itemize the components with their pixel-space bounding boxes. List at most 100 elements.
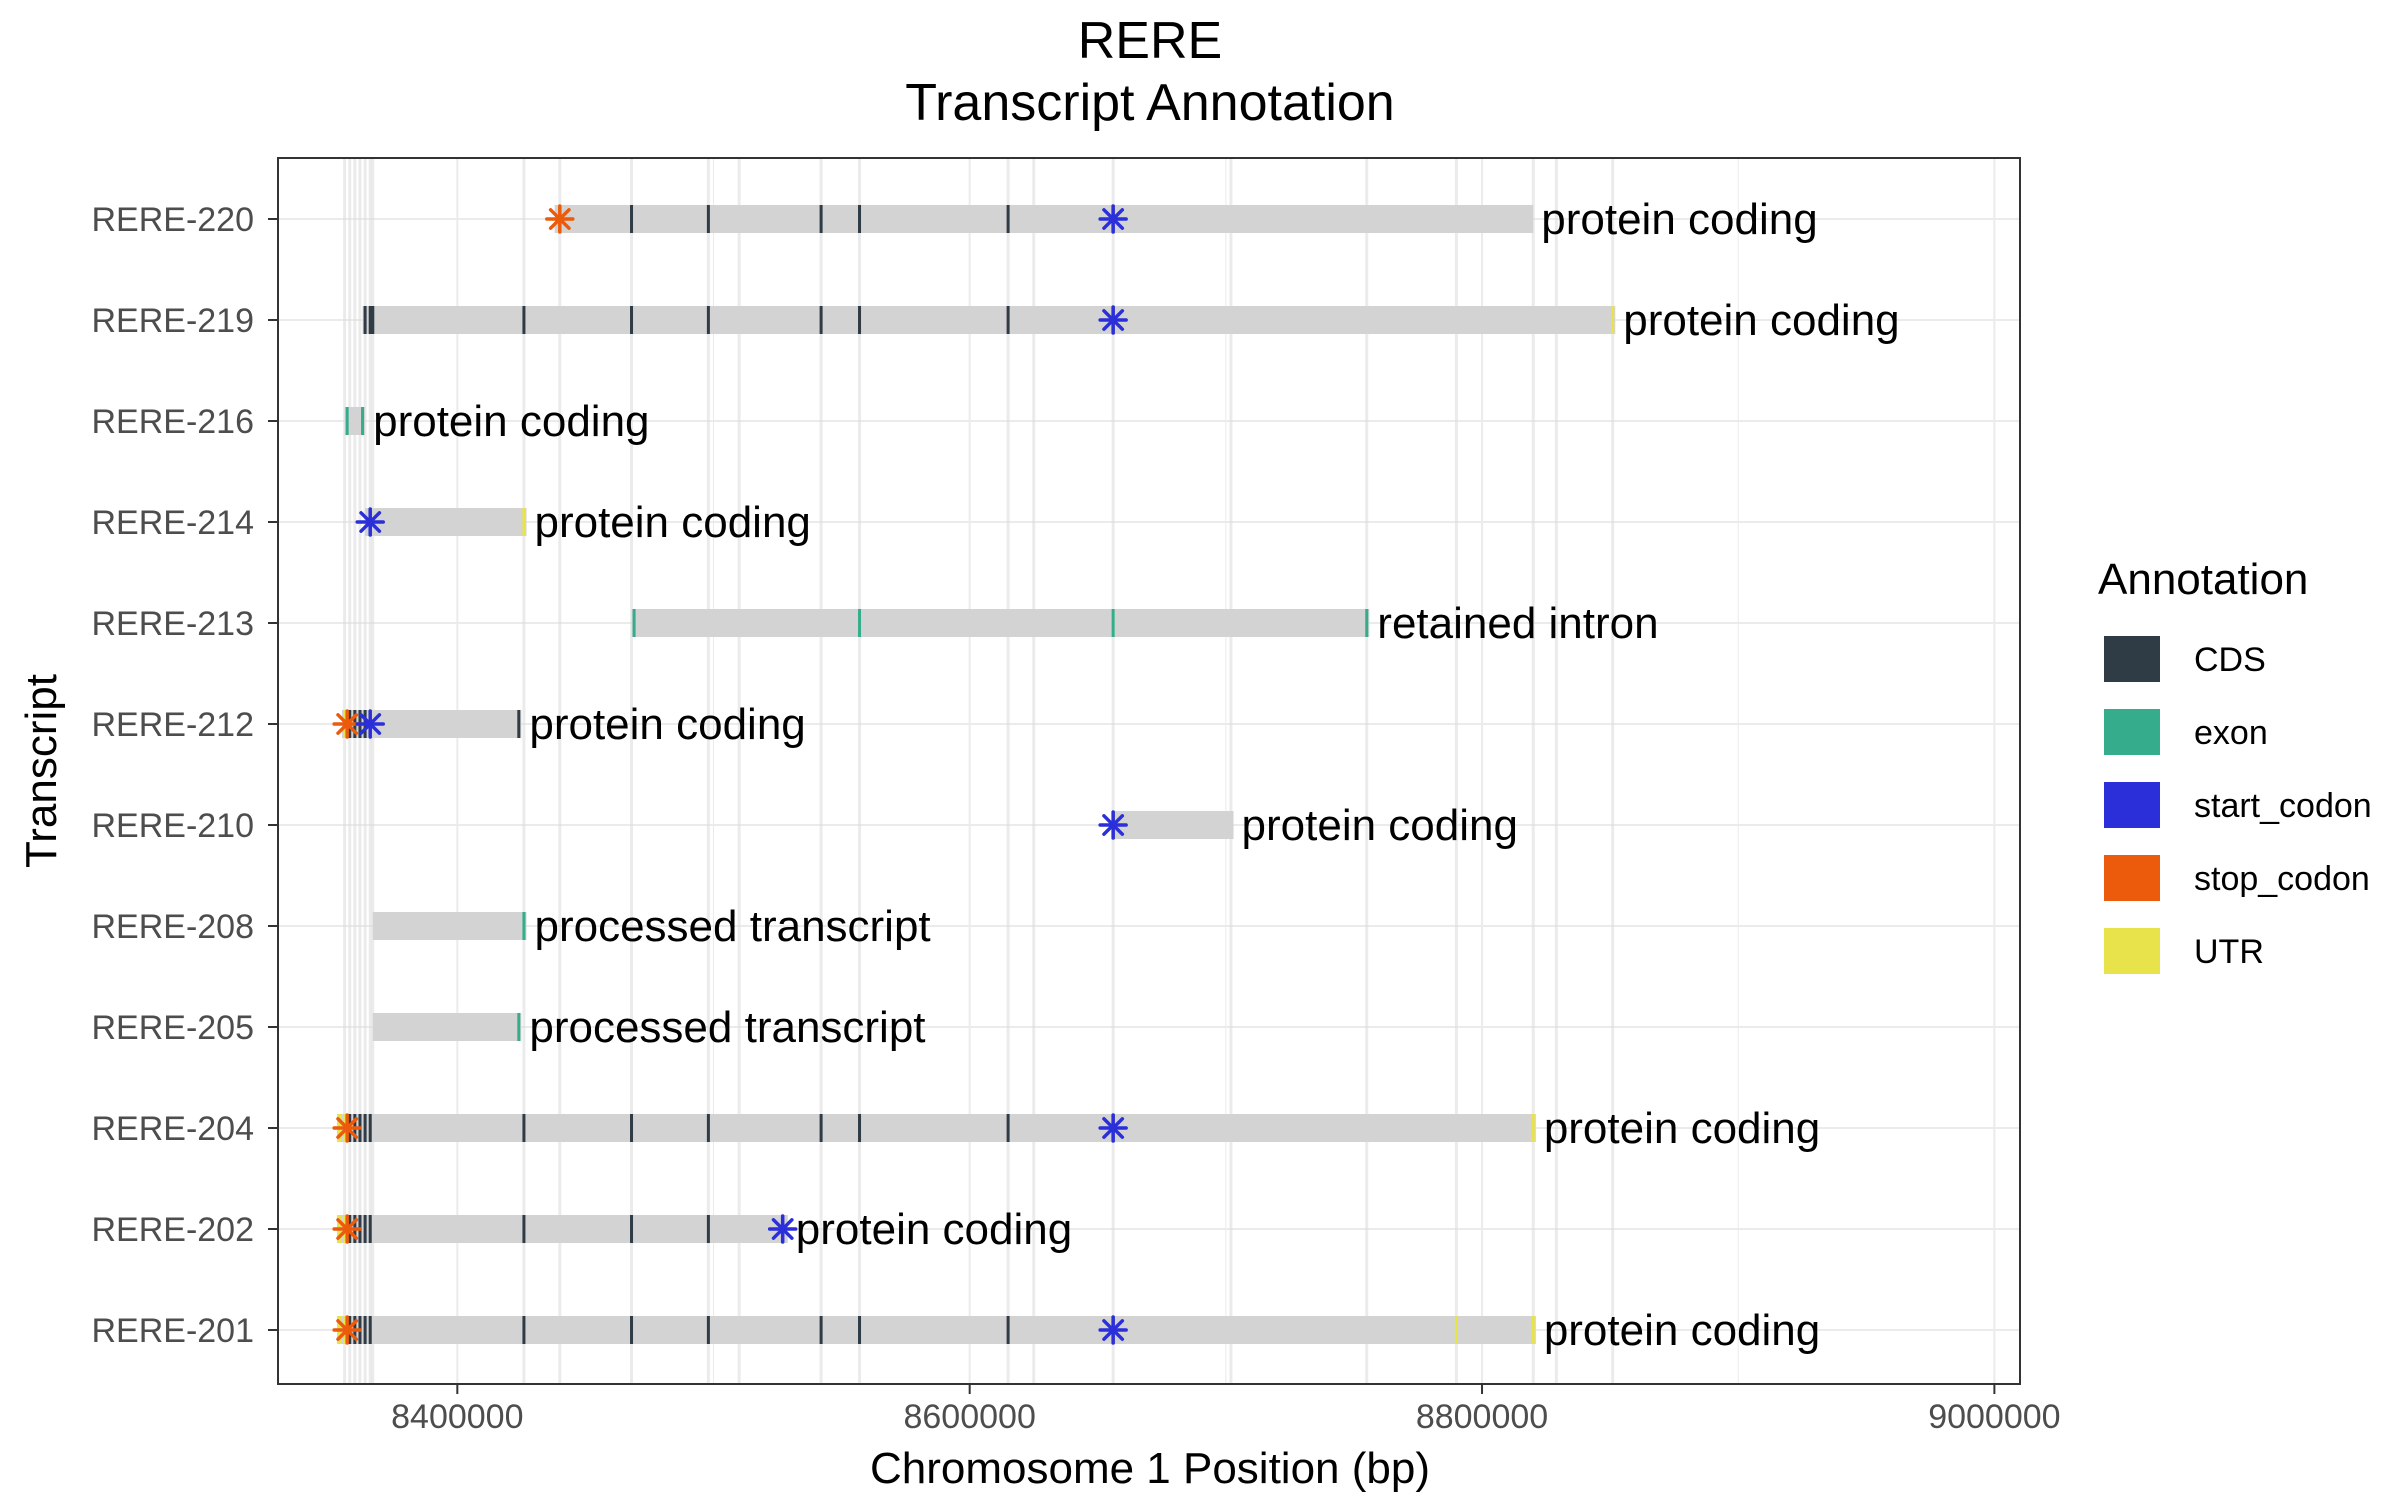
chart-title: RERE <box>1078 12 1222 70</box>
feature-exon-mark <box>1111 609 1115 637</box>
transcript-biotype-label: protein coding <box>1242 801 1518 850</box>
y-tick-label: RERE-208 <box>91 908 254 946</box>
feature-cds-mark <box>630 1316 634 1344</box>
feature-cds-mark <box>706 1114 710 1142</box>
stop-codon-marker-stroke <box>548 208 571 230</box>
feature-cds-mark <box>522 1215 526 1243</box>
feature-cds-mark <box>368 1114 372 1142</box>
x-tick-label: 8400000 <box>391 1398 523 1436</box>
plot-panel-border <box>277 157 2021 1385</box>
start-codon-marker <box>1098 810 1128 840</box>
transcript-bar <box>336 1215 788 1243</box>
feature-exon-mark <box>858 609 862 637</box>
y-tick-label: RERE-214 <box>91 504 254 542</box>
stop-codon-marker-stroke <box>336 1319 359 1341</box>
transcript-biotype-label: protein coding <box>1544 1104 1820 1153</box>
transcript-biotype-label: protein coding <box>796 1205 1072 1254</box>
transcript-rere-205: processed transcript <box>372 1003 926 1052</box>
feature-cds-mark <box>368 1316 372 1344</box>
start-codon-marker-stroke <box>771 1218 794 1240</box>
y-tick-label: RERE-202 <box>91 1211 254 1249</box>
feature-exon-mark <box>1365 609 1369 637</box>
feature-exon-mark <box>522 912 526 940</box>
feature-utr-mark <box>522 508 526 536</box>
y-tick-label: RERE-204 <box>91 1110 254 1148</box>
feature-cds-mark <box>363 1114 367 1142</box>
transcript-biotype-label: protein coding <box>1623 296 1899 345</box>
legend-swatch <box>2104 855 2160 901</box>
transcript-bar <box>344 407 366 435</box>
transcript-rere-204: protein coding <box>332 1104 1820 1153</box>
start-codon-marker-stroke <box>1102 814 1125 836</box>
stop-codon-marker <box>332 1315 362 1345</box>
feature-cds-mark <box>706 1316 710 1344</box>
start-codon-marker <box>355 709 385 739</box>
legend-swatch <box>2104 928 2160 974</box>
feature-cds-mark <box>630 1215 634 1243</box>
feature-exon-mark <box>345 407 349 435</box>
start-codon-marker <box>1098 1113 1128 1143</box>
start-codon-marker <box>767 1214 798 1244</box>
legend-item-exon: exon <box>2104 709 2268 755</box>
chart-subtitle: Transcript Annotation <box>905 74 1394 132</box>
transcript-bar <box>336 1316 1536 1344</box>
transcript-bar <box>1113 811 1234 839</box>
x-axis: 8400000 8600000 8800000 9000000 <box>391 1384 2061 1436</box>
feature-cds-mark <box>630 1114 634 1142</box>
legend-swatch <box>2104 709 2160 755</box>
feature-cds-mark <box>368 1215 372 1243</box>
y-tick-label: RERE-216 <box>91 403 254 441</box>
x-tick-label: 9000000 <box>1928 1398 2060 1436</box>
x-axis-title: Chromosome 1 Position (bp) <box>870 1444 1430 1493</box>
x-tick-label: 8800000 <box>1416 1398 1548 1436</box>
start-codon-marker <box>355 507 385 537</box>
feature-cds-mark <box>1006 205 1010 233</box>
transcript-biotype-label: protein coding <box>373 397 649 446</box>
start-codon-marker-stroke <box>1102 309 1125 331</box>
feature-cds-mark <box>363 306 367 334</box>
start-codon-marker <box>1098 305 1128 335</box>
start-codon-marker <box>1098 1315 1128 1345</box>
transcript-biotype-label: protein coding <box>1541 195 1817 244</box>
feature-cds-mark <box>630 306 634 334</box>
feature-cds-mark <box>522 1114 526 1142</box>
transcript-biotype-label: retained intron <box>1377 599 1658 648</box>
legend-item-cds: CDS <box>2104 636 2266 682</box>
feature-cds-mark <box>819 1114 823 1142</box>
start-codon-marker-stroke <box>1102 1319 1125 1341</box>
feature-cds-mark <box>858 1114 862 1142</box>
exon-guide-layer <box>343 158 1615 1384</box>
transcript-bar <box>372 1013 522 1041</box>
feature-cds-mark <box>1006 1114 1010 1142</box>
feature-cds-mark <box>363 1215 367 1243</box>
legend-swatch <box>2104 636 2160 682</box>
feature-utr-mark <box>1454 1316 1458 1344</box>
feature-cds-mark <box>522 306 526 334</box>
feature-utr-mark <box>1531 1316 1535 1344</box>
feature-cds-mark <box>819 306 823 334</box>
feature-cds-mark <box>706 306 710 334</box>
transcript-rere-219: protein coding <box>362 296 1900 345</box>
stop-codon-marker <box>332 1113 362 1143</box>
feature-cds-mark <box>371 306 375 334</box>
feature-cds-mark <box>706 1215 710 1243</box>
feature-cds-mark <box>368 306 372 334</box>
feature-cds-mark <box>819 205 823 233</box>
y-tick-label: RERE-201 <box>91 1312 254 1350</box>
transcript-bar <box>372 912 527 940</box>
y-tick-label: RERE-213 <box>91 605 254 643</box>
y-tick-label: RERE-210 <box>91 807 254 845</box>
feature-cds-mark <box>363 1316 367 1344</box>
legend-label: stop_codon <box>2194 860 2370 898</box>
feature-cds-mark <box>1006 306 1010 334</box>
stop-codon-marker-stroke <box>336 1218 359 1240</box>
transcript-rere-208: processed transcript <box>372 902 931 951</box>
feature-cds-mark <box>517 710 521 738</box>
y-tick-label: RERE-219 <box>91 302 254 340</box>
transcript-rere-201: protein coding <box>332 1306 1820 1355</box>
x-tick-label: 8600000 <box>903 1398 1035 1436</box>
y-tick-label: RERE-205 <box>91 1009 254 1047</box>
y-tick-label: RERE-220 <box>91 201 254 239</box>
transcript-bar <box>362 306 1616 334</box>
